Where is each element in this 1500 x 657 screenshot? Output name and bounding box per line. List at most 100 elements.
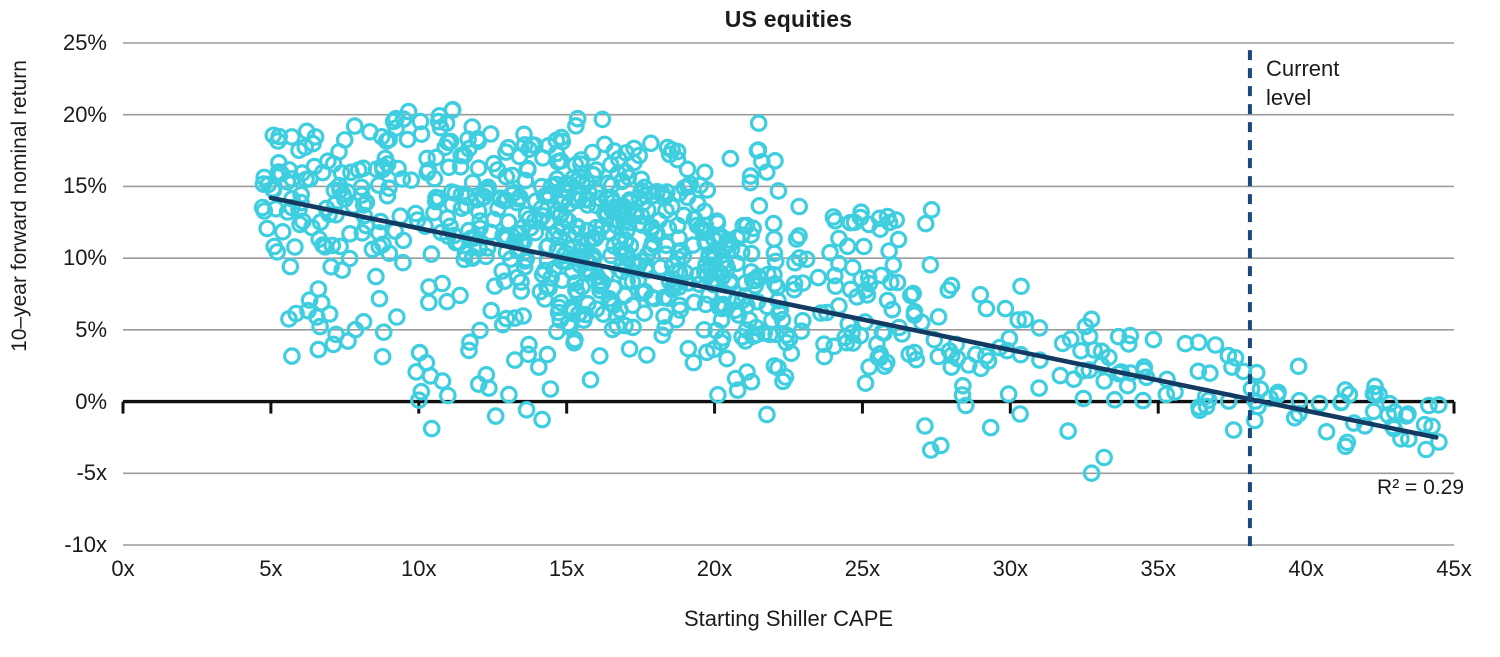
scatter-point xyxy=(442,183,461,201)
scatter-point xyxy=(634,194,653,212)
scatter-point xyxy=(322,257,340,276)
scatter-point xyxy=(471,212,489,230)
scatter-point xyxy=(469,159,488,177)
scatter-point xyxy=(410,343,429,362)
scatter-point xyxy=(520,335,538,354)
scatter-point xyxy=(590,347,609,365)
scatter-point xyxy=(427,148,446,167)
scatter-point xyxy=(541,380,560,398)
scatter-point xyxy=(283,170,301,188)
current-level-line2: level xyxy=(1266,85,1312,110)
scatter-point xyxy=(905,343,924,362)
scatter-point xyxy=(330,143,348,161)
scatter-point xyxy=(658,183,676,201)
scatter-point xyxy=(616,286,634,305)
y-tick-label: 5% xyxy=(75,316,107,342)
scatter-point xyxy=(255,202,274,220)
x-tick-label: 15x xyxy=(548,556,585,581)
scatter-point xyxy=(394,253,412,272)
scatter-point xyxy=(265,237,283,256)
scatter-point xyxy=(1423,417,1441,436)
scatter-point xyxy=(538,345,557,364)
scatter-point xyxy=(319,152,337,170)
scatter-point xyxy=(578,294,597,313)
scatter-point xyxy=(309,340,328,359)
scatter-point xyxy=(726,369,745,388)
scatter-point xyxy=(479,178,497,197)
scatter-point xyxy=(785,280,803,299)
scatter-point xyxy=(1224,421,1243,439)
scatter-point xyxy=(697,343,716,362)
scatter-point xyxy=(269,163,288,181)
scatter-point xyxy=(567,117,585,135)
scatter-point xyxy=(966,345,985,364)
scatter-point xyxy=(287,304,305,323)
scatter-point xyxy=(785,274,804,293)
scatter-point xyxy=(451,158,470,176)
chart-title: US equities xyxy=(724,6,853,32)
r-squared-label: R² = 0.29 xyxy=(1377,476,1464,499)
scatter-point xyxy=(482,301,500,320)
scatter-point xyxy=(363,240,382,259)
scatter-point xyxy=(609,150,628,168)
x-tick-label: 20x xyxy=(696,556,733,581)
scatter-point xyxy=(889,230,908,249)
scatter-point xyxy=(901,286,920,305)
scatter-point xyxy=(881,273,900,292)
scatter-point xyxy=(942,358,961,376)
scatter-point xyxy=(380,244,399,263)
scatter-point xyxy=(844,334,862,352)
scatter-point xyxy=(674,206,693,225)
scatter-point xyxy=(517,400,536,419)
scatter-point xyxy=(1201,364,1219,382)
scatter-point xyxy=(954,376,972,395)
scatter-point xyxy=(309,280,328,298)
scatter-point xyxy=(729,306,748,324)
scatter-point xyxy=(684,353,703,372)
scatter-point xyxy=(342,163,360,182)
scatter-point xyxy=(1009,311,1027,329)
scatter-point xyxy=(921,441,940,459)
scatter-point xyxy=(647,224,666,243)
scatter-point xyxy=(1134,391,1152,410)
y-tick-label: -10x xyxy=(64,532,107,557)
scatter-point xyxy=(297,122,316,141)
scatter-point xyxy=(477,365,496,384)
scatter-point xyxy=(577,249,596,268)
scatter-point xyxy=(554,180,572,198)
scatter-point xyxy=(333,261,351,279)
scatter-point xyxy=(728,381,747,399)
scatter-point xyxy=(981,418,1000,437)
scatter-point xyxy=(1000,329,1019,348)
x-tick-label: 0x xyxy=(111,556,135,581)
scatter-point xyxy=(484,154,503,173)
scatter-point xyxy=(367,160,386,178)
scatter-point xyxy=(1082,464,1101,482)
scatter-point xyxy=(777,326,796,344)
scatter-point xyxy=(765,357,784,375)
scatter-point xyxy=(1247,363,1266,382)
scatter-point xyxy=(1074,389,1093,408)
scatter-point xyxy=(1197,397,1216,416)
scatter-point xyxy=(394,231,413,250)
scatter-point xyxy=(593,110,612,129)
scatter-point xyxy=(870,209,889,228)
scatter-point xyxy=(1072,341,1090,360)
scatter-point xyxy=(378,187,397,205)
scatter-point xyxy=(1144,330,1163,349)
scatter-point xyxy=(354,196,373,214)
scatter-point xyxy=(659,289,678,308)
scatter-point xyxy=(1012,277,1030,296)
scatter-point xyxy=(341,225,359,243)
scatter-point xyxy=(916,214,935,233)
scatter-point xyxy=(283,128,301,146)
scatter-point xyxy=(698,181,717,199)
scatter-point xyxy=(599,223,618,241)
scatter-point xyxy=(1030,319,1049,337)
scatter-point xyxy=(420,278,438,296)
scatter-point xyxy=(573,173,592,191)
scatter-point xyxy=(286,238,304,256)
scatter-point xyxy=(600,289,618,308)
scatter-point xyxy=(568,109,587,128)
